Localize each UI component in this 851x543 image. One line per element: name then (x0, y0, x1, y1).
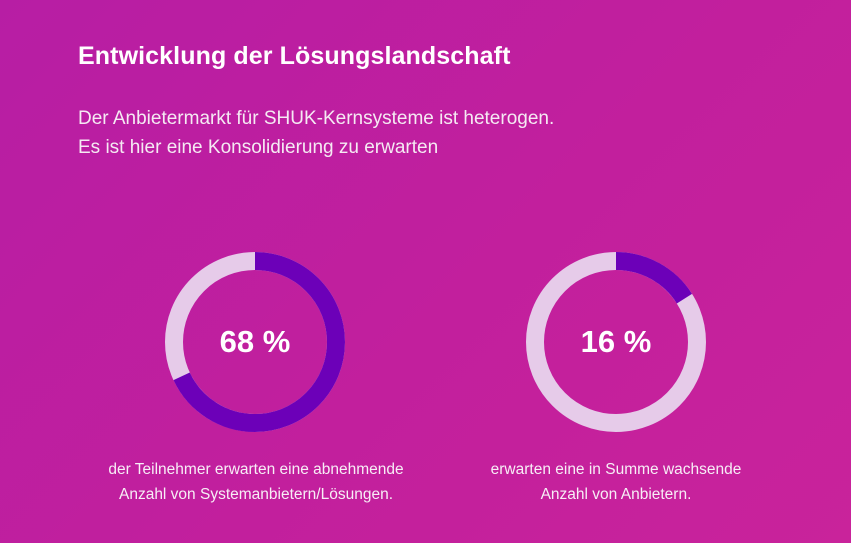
caption-line-1: der Teilnehmer erwarten eine abnehmende (108, 461, 404, 478)
donut-caption-declining-vendors: der Teilnehmer erwarten eine abnehmende … (46, 457, 466, 507)
caption-line-2: Anzahl von Systemanbietern/Lösungen. (118, 486, 393, 503)
caption-line-2: Anzahl von Anbietern. (540, 486, 692, 503)
subtitle-line-2: Es ist hier eine Konsolidierung zu erwar… (78, 137, 439, 158)
page-subtitle: Der Anbietermarkt für SHUK-Kernsysteme i… (78, 104, 554, 162)
donut-value-label: 16 % (580, 324, 652, 359)
subtitle-line-1: Der Anbietermarkt für SHUK-Kernsysteme i… (78, 108, 555, 129)
donut-svg (165, 252, 345, 432)
donut-value-label: 68 % (219, 324, 291, 359)
donut-svg (526, 252, 706, 432)
donut-chart-declining-vendors: 68 % (155, 242, 355, 442)
donut-value-arc (526, 252, 706, 432)
caption-line-1: erwarten eine in Summe wachsende (490, 461, 742, 478)
page-title: Entwicklung der Lösungslandschaft (78, 42, 511, 70)
donut-caption-growing-vendors: erwarten eine in Summe wachsende Anzahl … (406, 457, 826, 507)
donut-value-arc (165, 252, 345, 432)
donut-chart-growing-vendors: 16 % (516, 242, 716, 442)
